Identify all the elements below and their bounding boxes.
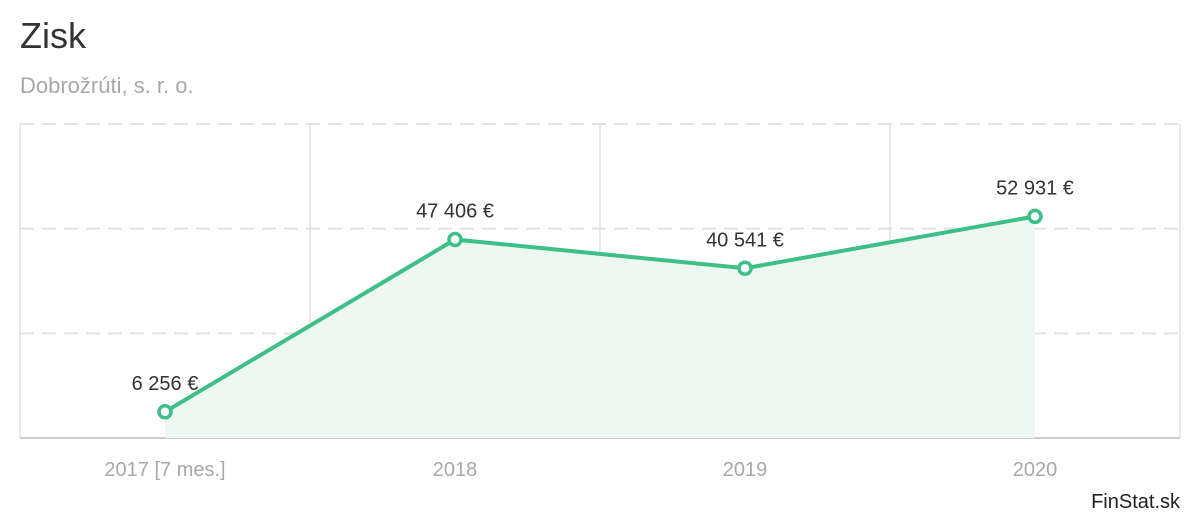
data-point[interactable] — [737, 260, 753, 277]
data-label-layer: 6 256 € 47 406 € 40 541 € 52 931 € — [132, 177, 1074, 394]
data-label: 40 541 € — [706, 229, 784, 251]
chart-subtitle: Dobrožrúti, s. r. o. — [20, 73, 194, 98]
series-line — [163, 214, 1037, 414]
data-label: 6 256 € — [132, 373, 199, 395]
area-layer — [165, 216, 1035, 438]
x-tick-label: 2017 [7 mes.] — [104, 459, 225, 481]
data-point[interactable] — [157, 404, 173, 420]
series-area — [165, 216, 1035, 438]
line-layer — [163, 214, 1037, 414]
data-point[interactable] — [1027, 208, 1043, 225]
data-point[interactable] — [447, 231, 463, 248]
x-tick-label: 2020 — [1013, 459, 1058, 481]
chart-title: Zisk — [20, 15, 86, 56]
data-label: 47 406 € — [416, 201, 494, 223]
point-layer — [157, 208, 1043, 420]
brand-logo-text[interactable]: FinStat.sk — [1091, 491, 1180, 513]
x-tick-label: 2018 — [433, 459, 478, 481]
data-label: 52 931 € — [996, 177, 1074, 199]
x-tick-label: 2019 — [723, 459, 768, 481]
x-tick-layer: 2017 [7 mes.] 2018 2019 2020 — [104, 459, 1057, 481]
